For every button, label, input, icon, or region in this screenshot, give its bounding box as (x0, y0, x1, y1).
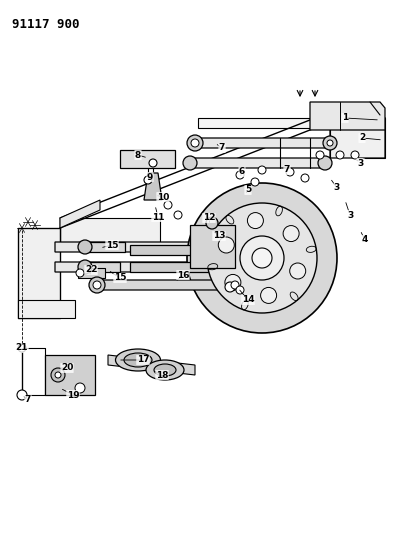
Circle shape (236, 286, 244, 294)
Text: 3: 3 (334, 183, 340, 192)
Circle shape (318, 156, 332, 170)
Text: 11: 11 (152, 213, 164, 222)
Text: 17: 17 (137, 356, 149, 365)
Circle shape (164, 201, 172, 209)
Circle shape (144, 176, 152, 184)
Circle shape (316, 151, 324, 159)
Circle shape (225, 274, 241, 290)
Circle shape (174, 211, 182, 219)
Polygon shape (18, 228, 60, 318)
Circle shape (207, 203, 317, 313)
Circle shape (149, 159, 157, 167)
Text: 7: 7 (284, 166, 290, 174)
Text: 8: 8 (135, 150, 141, 159)
Polygon shape (144, 173, 162, 200)
Circle shape (218, 237, 234, 253)
Text: 16: 16 (177, 271, 189, 279)
Circle shape (247, 213, 263, 229)
Ellipse shape (116, 349, 160, 371)
Circle shape (206, 217, 218, 229)
Text: 18: 18 (156, 370, 168, 379)
Circle shape (351, 151, 359, 159)
Circle shape (225, 282, 235, 292)
Polygon shape (60, 200, 100, 228)
Circle shape (290, 263, 306, 279)
Circle shape (236, 171, 244, 179)
Polygon shape (60, 218, 160, 245)
Polygon shape (18, 300, 75, 318)
Text: 2: 2 (359, 133, 365, 142)
Text: 14: 14 (242, 295, 254, 304)
Circle shape (187, 135, 203, 151)
Polygon shape (55, 262, 273, 272)
Circle shape (183, 156, 197, 170)
Circle shape (89, 277, 105, 293)
Text: 15: 15 (106, 240, 118, 249)
Text: 6: 6 (239, 167, 245, 176)
Circle shape (301, 174, 309, 182)
Polygon shape (95, 280, 232, 290)
Circle shape (323, 136, 337, 150)
Polygon shape (190, 225, 235, 268)
Circle shape (251, 178, 259, 186)
Ellipse shape (146, 360, 184, 380)
Text: 7: 7 (219, 143, 225, 152)
Polygon shape (130, 262, 218, 272)
Circle shape (191, 139, 199, 147)
Circle shape (78, 240, 92, 254)
Circle shape (75, 383, 85, 393)
Text: 1: 1 (342, 114, 348, 123)
Circle shape (286, 168, 294, 176)
Text: 13: 13 (213, 231, 225, 240)
Circle shape (327, 140, 333, 146)
Text: 3: 3 (357, 158, 363, 167)
Polygon shape (45, 355, 95, 395)
Polygon shape (85, 262, 120, 272)
Text: 19: 19 (67, 391, 79, 400)
Polygon shape (195, 138, 335, 148)
Polygon shape (120, 150, 175, 168)
Circle shape (51, 368, 65, 382)
Circle shape (240, 236, 284, 280)
Polygon shape (85, 242, 125, 252)
Text: 3: 3 (347, 211, 353, 220)
Polygon shape (190, 158, 330, 168)
Circle shape (187, 183, 337, 333)
Polygon shape (365, 118, 385, 158)
Text: 10: 10 (157, 192, 169, 201)
Circle shape (258, 166, 266, 174)
Text: 9: 9 (147, 173, 153, 182)
Polygon shape (55, 242, 275, 252)
Circle shape (55, 372, 61, 378)
Text: 12: 12 (203, 214, 215, 222)
Text: 7: 7 (25, 395, 31, 405)
Text: 4: 4 (362, 236, 368, 245)
Circle shape (260, 287, 277, 303)
Text: 91117 900: 91117 900 (12, 18, 79, 31)
Circle shape (17, 390, 27, 400)
Circle shape (78, 260, 92, 274)
Circle shape (93, 281, 101, 289)
Circle shape (18, 344, 26, 352)
Circle shape (76, 269, 84, 277)
Polygon shape (78, 268, 105, 278)
Text: 15: 15 (114, 273, 126, 282)
Text: 21: 21 (16, 343, 28, 352)
Polygon shape (310, 102, 385, 130)
Polygon shape (198, 118, 315, 128)
Circle shape (252, 248, 272, 268)
Ellipse shape (124, 353, 152, 367)
Polygon shape (108, 355, 195, 375)
Text: 20: 20 (61, 364, 73, 373)
Circle shape (336, 151, 344, 159)
Polygon shape (315, 118, 370, 128)
Polygon shape (130, 245, 220, 255)
Ellipse shape (154, 364, 176, 376)
Text: 22: 22 (85, 265, 97, 274)
Circle shape (283, 225, 299, 241)
Text: 5: 5 (245, 185, 251, 195)
Polygon shape (330, 108, 385, 158)
Circle shape (231, 281, 239, 289)
